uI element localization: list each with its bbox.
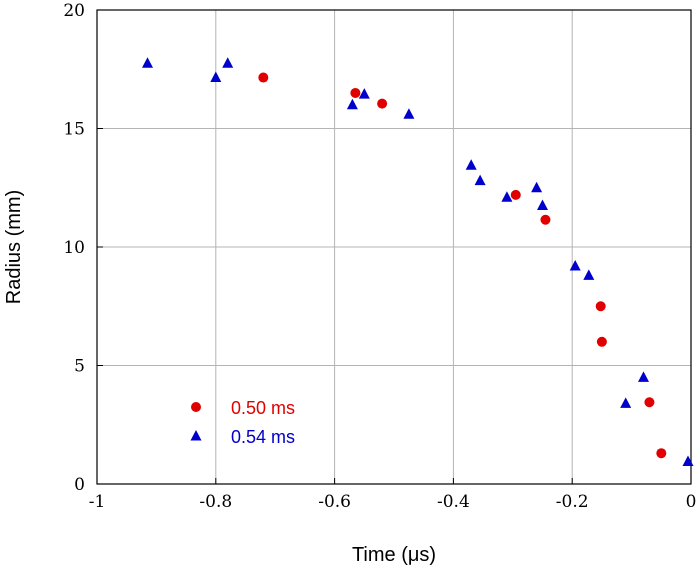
legend-label: 0.50 ms	[231, 398, 295, 418]
legend-circle-marker	[191, 402, 201, 412]
x-tick-label: -0.6	[318, 492, 351, 512]
circle-point	[377, 98, 388, 109]
triangle-point	[501, 191, 513, 202]
grid-lines	[97, 10, 691, 484]
x-axis-label: Time (μs)	[352, 544, 436, 566]
circle-point	[350, 87, 361, 98]
triangle-point	[638, 371, 649, 382]
triangle-point	[346, 98, 358, 110]
triangle-point	[531, 181, 543, 193]
y-tick-label: 5	[74, 357, 85, 377]
y-tick-label: 0	[74, 475, 85, 495]
triangle-point	[583, 269, 595, 280]
triangle-point	[569, 260, 581, 271]
circle-point	[540, 214, 551, 225]
x-tick-label: -1	[89, 492, 106, 512]
circle-point	[258, 72, 269, 83]
x-axis: -1 -0.8 -0.6 -0.4 -0.2 0	[89, 478, 697, 512]
y-axis: 0 5 10 15 20	[63, 1, 103, 495]
circle-point	[644, 397, 655, 408]
triangle-point	[142, 57, 153, 68]
triangle-point	[403, 108, 415, 119]
circle-point	[656, 448, 667, 459]
circle-point	[510, 189, 521, 200]
x-tick-label: -0.8	[199, 492, 232, 512]
triangle-point	[222, 57, 234, 68]
circle-point	[595, 301, 606, 312]
triangle-point	[620, 397, 632, 408]
triangle-point	[537, 199, 548, 210]
y-tick-label: 10	[63, 238, 85, 258]
x-tick-label: -0.4	[437, 492, 470, 512]
circle-point	[596, 336, 607, 347]
y-tick-label: 15	[63, 120, 85, 140]
x-tick-label: 0	[686, 492, 697, 512]
x-tick-label: -0.2	[556, 492, 589, 512]
y-tick-label: 20	[63, 1, 85, 21]
legend-label: 0.54 ms	[231, 427, 295, 447]
triangle-point	[682, 455, 694, 466]
y-axis-label: Radius (mm)	[3, 190, 25, 304]
legend-triangle-marker	[190, 430, 202, 441]
data-points	[142, 57, 694, 466]
triangle-point	[474, 174, 486, 186]
triangle-point	[465, 159, 477, 170]
triangle-point	[358, 88, 370, 99]
triangle-point	[210, 71, 222, 82]
legend: 0.50 ms 0.54 ms	[190, 398, 295, 447]
